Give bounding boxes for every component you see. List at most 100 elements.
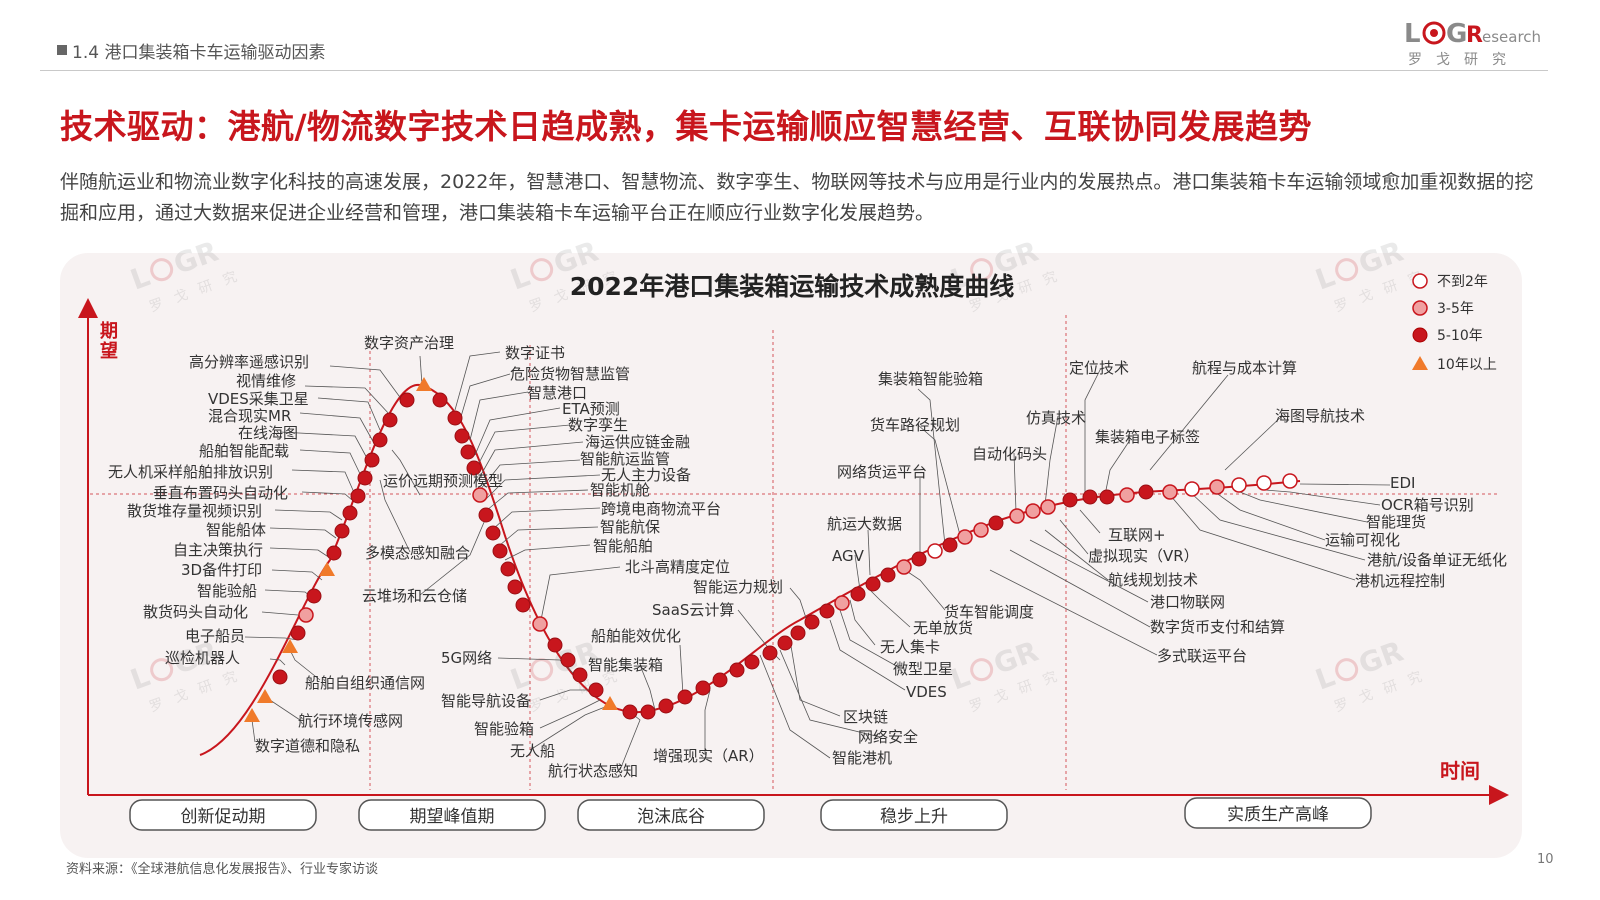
tech-marker-60: [1009, 508, 1025, 524]
tech-marker-61: [1025, 503, 1041, 519]
tech-marker-12: [357, 470, 373, 486]
tech-label-slope-5: 无人集卡: [880, 638, 940, 656]
tech-marker-18: [432, 392, 448, 408]
svg-text:L: L: [506, 259, 534, 296]
tech-marker-29: [515, 597, 531, 613]
tech-label-trough-9: 智能运力规划: [693, 578, 783, 596]
tech-label-slope-8: AGV: [832, 547, 865, 565]
legend-marker-5-10: [1412, 327, 1428, 343]
tech-marker-10: [342, 505, 358, 521]
tech-label-slope-9: 航运大数据: [827, 515, 902, 533]
tech-label-plateau-2: 海图导航技术: [1275, 407, 1365, 425]
tech-label-slope-14: 仿真技术: [1026, 409, 1086, 427]
tech-label-trough-4: 航行状态感知: [548, 762, 638, 780]
tech-label-innovation_trigger-8: 自主决策执行: [173, 541, 263, 559]
phase-label-4: 稳步上升: [880, 807, 948, 827]
phase-box-5: [1184, 797, 1372, 829]
tech-label-peak-13: 跨境电商物流平台: [601, 500, 721, 518]
tech-label-slope-10: 网络货运平台: [837, 463, 927, 481]
tech-marker-35: [602, 696, 618, 710]
tech-label-plateau-10: 虚拟现实（VR）: [1088, 547, 1199, 565]
tech-label-plateau-8: 港机远程控制: [1355, 572, 1445, 590]
tech-label-slope-7: 货车智能调度: [944, 603, 1034, 621]
tech-label-innovation_trigger-2: 巡检机器人: [165, 649, 240, 667]
phase-box-1: [129, 799, 317, 831]
tech-label-slope-3: VDES: [906, 683, 947, 701]
tech-marker-42: [729, 662, 745, 678]
chart-title: 2022年港口集装箱运输技术成熟度曲线: [570, 272, 1015, 301]
tech-marker-14: [372, 432, 388, 448]
tech-label-slope-13: 自动化码头: [972, 445, 1047, 463]
tech-label-innovation_trigger-17: 视情维修: [236, 372, 296, 390]
tech-marker-30: [532, 616, 548, 632]
phase-boxes: 创新促动期 期望峰值期 泡沫底谷 稳步上升 实质生产高峰: [129, 797, 1372, 831]
tech-marker-1: [257, 689, 273, 703]
tech-label-plateau-4: OCR箱号识别: [1381, 496, 1474, 514]
tech-label-peak-15: 智能船舶: [593, 537, 653, 555]
tech-label-innovation_trigger-11: 垂直布置码头自动化: [153, 484, 288, 502]
tech-label-peak-6: 智慧港口: [527, 384, 587, 402]
tech-label-plateau-0: 集装箱电子标签: [1095, 428, 1200, 446]
tech-marker-63: [1062, 492, 1078, 508]
page-title: 技术驱动：港航/物流数字技术日趋成熟，集卡运输顺应智慧经营、互联协同发展趋势: [60, 107, 1313, 146]
tech-label-peak-5: 危险货物智慧监管: [510, 365, 630, 383]
phase-box-4: [820, 799, 1008, 831]
tech-label-plateau-12: 港口物联网: [1150, 593, 1225, 611]
tech-marker-11: [350, 488, 366, 504]
tech-label-plateau-5: 智能理货: [1366, 513, 1426, 531]
tech-marker-68: [1162, 484, 1178, 500]
tech-marker-59: [988, 515, 1004, 531]
tech-marker-51: [865, 576, 881, 592]
phase-label-2: 期望峰值期: [410, 807, 495, 827]
tech-marker-32: [560, 652, 576, 668]
technology-markers: [244, 377, 1298, 722]
tech-marker-3: [282, 639, 298, 653]
tech-marker-36: [622, 704, 638, 720]
tech-marker-22: [466, 460, 482, 476]
tech-label-peak-10: 智能航运监管: [580, 450, 670, 468]
svg-text:R: R: [1466, 23, 1483, 48]
tech-marker-40: [695, 680, 711, 696]
tech-label-peak-16: 北斗高精度定位: [625, 558, 730, 576]
tech-label-plateau-13: 数字货币支付和结算: [1150, 618, 1285, 636]
tech-label-innovation_trigger-18: 高分辨率遥感识别: [189, 353, 309, 371]
tech-label-innovation_trigger-4: 电子船员: [185, 627, 245, 645]
tech-label-innovation_trigger-1: 航行环境传感网: [298, 712, 403, 730]
tech-marker-58: [973, 522, 989, 538]
phase-box-3: [577, 799, 765, 831]
section-title: 1.4 港口集装箱卡车运输驱动因素: [72, 43, 326, 63]
tech-marker-8: [326, 545, 342, 561]
tech-marker-6: [306, 588, 322, 604]
tech-label-innovation_trigger-16: VDES采集卫星: [208, 390, 309, 408]
tech-marker-0: [244, 708, 260, 722]
tech-label-peak-9: 海运供应链金融: [585, 433, 690, 451]
y-axis-label-1: 期: [100, 321, 118, 342]
y-axis-label-2: 望: [100, 340, 118, 362]
intro-paragraph: 伴随航运业和物流业数字化科技的高速发展，2022年，智慧港口、智慧物流、数字孪生…: [60, 171, 1534, 224]
phase-label-3: 泡沫底谷: [637, 807, 705, 827]
tech-label-peak-7: ETA预测: [562, 400, 620, 418]
tech-marker-73: [1282, 473, 1298, 489]
svg-text:GR: GR: [1354, 635, 1407, 681]
tech-marker-2: [272, 669, 288, 685]
tech-label-peak-3: 云堆场和云仓储: [362, 587, 467, 605]
tech-label-peak-1: 运价远期预测模型: [383, 472, 503, 490]
tech-marker-41: [712, 672, 728, 688]
phase-label-5: 实质生产高峰: [1227, 805, 1329, 825]
tech-label-peak-0: 数字资产治理: [364, 334, 454, 352]
tech-marker-64: [1082, 489, 1098, 505]
tech-marker-44: [762, 645, 778, 661]
tech-label-plateau-3: EDI: [1390, 474, 1415, 492]
tech-marker-7: [319, 562, 335, 576]
tech-label-peak-12: 智能机舱: [590, 481, 650, 499]
tech-label-peak-4: 数字证书: [505, 344, 565, 362]
logo-mark: L G R esearch 罗戈研究: [1404, 19, 1541, 68]
tech-label-peak-2: 多模态感知融合: [365, 544, 470, 562]
technology-labels: 数字道德和隐私航行环境传感网巡检机器人船舶自组织通信网电子船员散货码头自动化智能…: [108, 334, 1507, 780]
tech-marker-26: [492, 543, 508, 559]
tech-marker-70: [1209, 479, 1225, 495]
tech-marker-38: [658, 698, 674, 714]
legend-label-gt10: 10年以上: [1437, 357, 1497, 373]
tech-marker-50: [850, 586, 866, 602]
tech-label-peak-14: 智能航保: [600, 518, 660, 536]
